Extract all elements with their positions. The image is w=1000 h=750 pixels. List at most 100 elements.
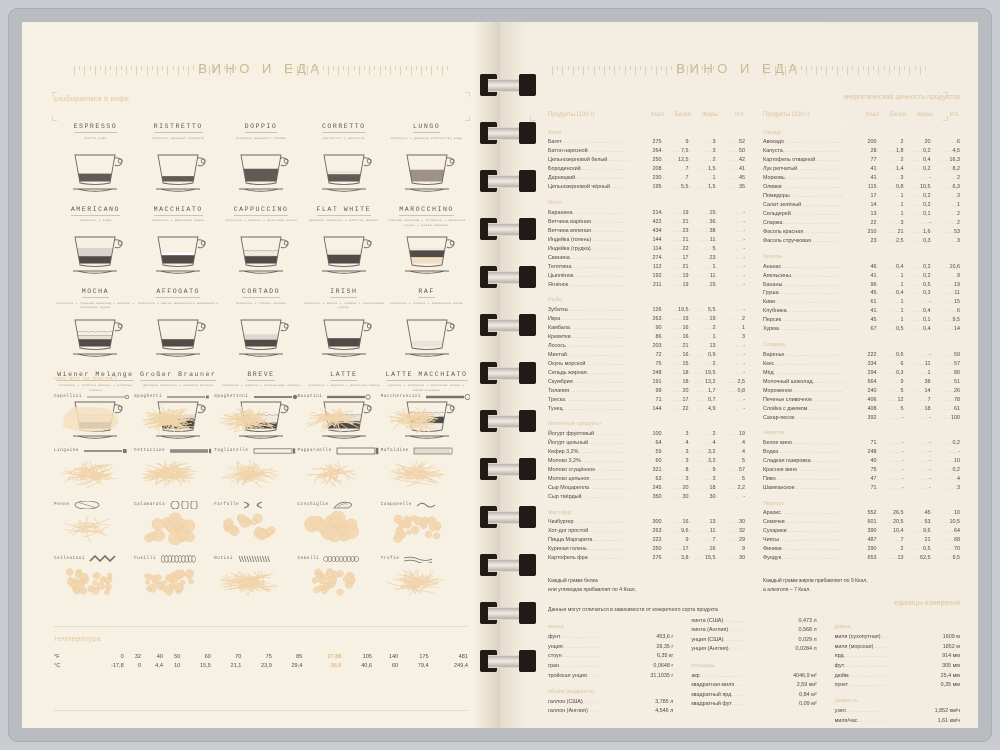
protein-value: ....-. [891, 458, 906, 465]
pasta-illustration [142, 406, 197, 434]
unit-name: галлон (Англия).... [548, 708, 598, 715]
fat-value: ....7. [702, 537, 718, 544]
unit-name: узел............... [834, 708, 884, 715]
product-name: Бородинский.................. [548, 166, 626, 173]
temperature-value: -17,8 [110, 662, 124, 669]
protein-value: ....7. [675, 175, 691, 182]
coffee-card[interactable]: ESPRESSO просто кофе [54, 115, 137, 195]
coffee-card[interactable]: FLAT WHITE двойной эспрессо + взбитое мол… [302, 198, 385, 278]
protein-value: ....9. [890, 378, 906, 385]
coffee-card[interactable]: CORRETTO ристретто + алкоголь [302, 115, 385, 195]
pasta-name: Tagliatelle [214, 449, 249, 453]
temperature-value: 97,88 [327, 653, 342, 660]
fat-value: ....11. [699, 236, 718, 243]
fat-value: ....0,1. [913, 317, 933, 324]
fat-value: ....2. [702, 157, 718, 164]
pasta-card[interactable]: Fusilli [134, 555, 214, 605]
product-name: Икра.......................... [548, 315, 626, 322]
pasta-card[interactable]: Calamarata [134, 501, 214, 551]
coffee-card[interactable]: LUNGO эспрессо + двойное количество воды [385, 115, 468, 195]
kcal-value: 310. [867, 229, 879, 236]
pasta-card[interactable]: Tagliatelle [214, 447, 297, 497]
pasta-card[interactable]: Fettuccine [134, 447, 214, 497]
coffee-name: LUNGO [412, 123, 441, 133]
pasta-name: Rotini [214, 557, 233, 561]
pasta-profile-icon [244, 501, 263, 509]
kcal-value: 275. [652, 139, 664, 146]
pasta-card[interactable]: Farfalle [214, 501, 297, 551]
pasta-illustration [220, 569, 278, 597]
pasta-card[interactable]: Cellentani [54, 555, 134, 605]
carbs-value: ....3 [947, 238, 960, 245]
protein-value: ....12,5. [668, 157, 691, 164]
protein-value: ....1. [890, 281, 906, 288]
pasta-card[interactable]: Bucatini [298, 393, 381, 443]
kcal-value: 191. [652, 378, 664, 385]
pasta-card[interactable]: Mafaldine [381, 447, 470, 497]
kcal-value: 45. [870, 317, 879, 324]
product-name: Печенье сливочное............ [763, 396, 843, 403]
coffee-card[interactable]: AFFOGATO эспрессо + шарик ванильного моро… [137, 280, 220, 360]
protein-value: ....19. [672, 281, 691, 288]
coffee-name: Wiener Melange [57, 371, 134, 381]
pasta-card[interactable]: Gemelli [298, 555, 381, 605]
units-row: унция............... 28,35 г [548, 642, 673, 652]
product-name: Мёд........................... [763, 369, 842, 376]
fat-value: ....2. [702, 431, 718, 438]
pasta-card[interactable]: Capellini [54, 393, 134, 443]
kcal-value: 41. [870, 175, 879, 182]
temperature-value: 15,5 [199, 662, 211, 669]
coffee-card[interactable]: CORTADO эспрессо + тёплое молоко [220, 280, 303, 360]
pasta-card[interactable]: Trofie [381, 555, 470, 605]
protein-value: ....0,6. [886, 351, 906, 358]
protein-value: ....3,8. [671, 555, 691, 562]
fat-value: ....11. [699, 272, 718, 279]
coffee-card[interactable]: MAROCCHINO горячий шоколад + эспрессо + м… [385, 198, 468, 278]
pasta-card[interactable]: Spaghetti [134, 393, 214, 443]
pasta-card[interactable]: Conchiglie [298, 501, 381, 551]
coffee-card[interactable]: MACCHIATO эспрессо + молочная пенка [137, 198, 220, 278]
product-name: Цельнозерновой белый......... [548, 157, 630, 164]
cup-icon [385, 229, 468, 277]
col-protein: Белки [674, 112, 691, 118]
pasta-illustration [144, 569, 195, 596]
protein-value: ....3. [675, 458, 691, 465]
pasta-name: Farfalle [214, 503, 240, 507]
group-label: масса [548, 624, 564, 630]
carbs-value: ....- [733, 396, 745, 403]
fat-value: ....-. [918, 299, 933, 306]
binding-ring [480, 362, 536, 384]
pasta-card[interactable]: Spaghettoni [214, 393, 297, 443]
pasta-card[interactable]: Campanelle [381, 501, 470, 551]
unit-value: 1,61 км/ч [937, 717, 960, 724]
fat-value: ....13. [699, 519, 718, 526]
nutrition-row: Ягнёнок....................... 211. ....19… [548, 280, 745, 289]
coffee-card[interactable]: CAPPUCCINO эспрессо + молоко + молочная п… [220, 198, 303, 278]
temperature-value: 21,1 [230, 662, 242, 669]
coffee-card[interactable]: RAF эспрессо + сливки + ванильный сахар [385, 280, 468, 360]
coffee-card[interactable]: IRISH эспрессо + виски + сливки + коричне… [302, 280, 385, 360]
nutrition-row: Ветчина вяленая.............. 434. ....23.… [548, 226, 745, 235]
binding-ring [480, 602, 536, 624]
pasta-card[interactable]: Maccheroncini [381, 393, 471, 443]
coffee-card[interactable]: DOPPIO эспрессо двойного объёма [220, 115, 303, 195]
product-name: Пиво.......................... [763, 476, 841, 482]
protein-value: ....19. [672, 209, 691, 216]
carbs-value: ....59 [944, 351, 960, 358]
header-dot-rule-left [552, 66, 714, 75]
kcal-value: 77. [870, 157, 879, 164]
coffee-card[interactable]: AMERICANO эспрессо + вода [54, 198, 137, 278]
pasta-card[interactable]: Pappardelle [298, 447, 381, 497]
pasta-card[interactable]: Penne [54, 501, 134, 551]
units-row: пинта (США)......... 0,473 л [691, 616, 816, 626]
coffee-card[interactable]: RISTRETTO эспрессо двойной крепости [137, 115, 220, 195]
coffee-card[interactable]: MOCHA эспрессо + горячий шоколад + молоко… [54, 280, 137, 360]
temperature-value: 0 [138, 662, 142, 669]
col-carbs: Угл. [949, 112, 960, 118]
pasta-card[interactable]: Rotini [214, 555, 297, 605]
pasta-card[interactable]: Linguine [54, 447, 134, 497]
nutrition-row: Индейка (голень)............. 144. ....21.… [548, 235, 745, 244]
note-fat-alcohol: Каждый грамм жиров прибавляет по 9 Ккал,… [763, 577, 868, 594]
kcal-value: 263. [652, 315, 664, 322]
product-name: Молочный шоколад............. [763, 378, 846, 385]
